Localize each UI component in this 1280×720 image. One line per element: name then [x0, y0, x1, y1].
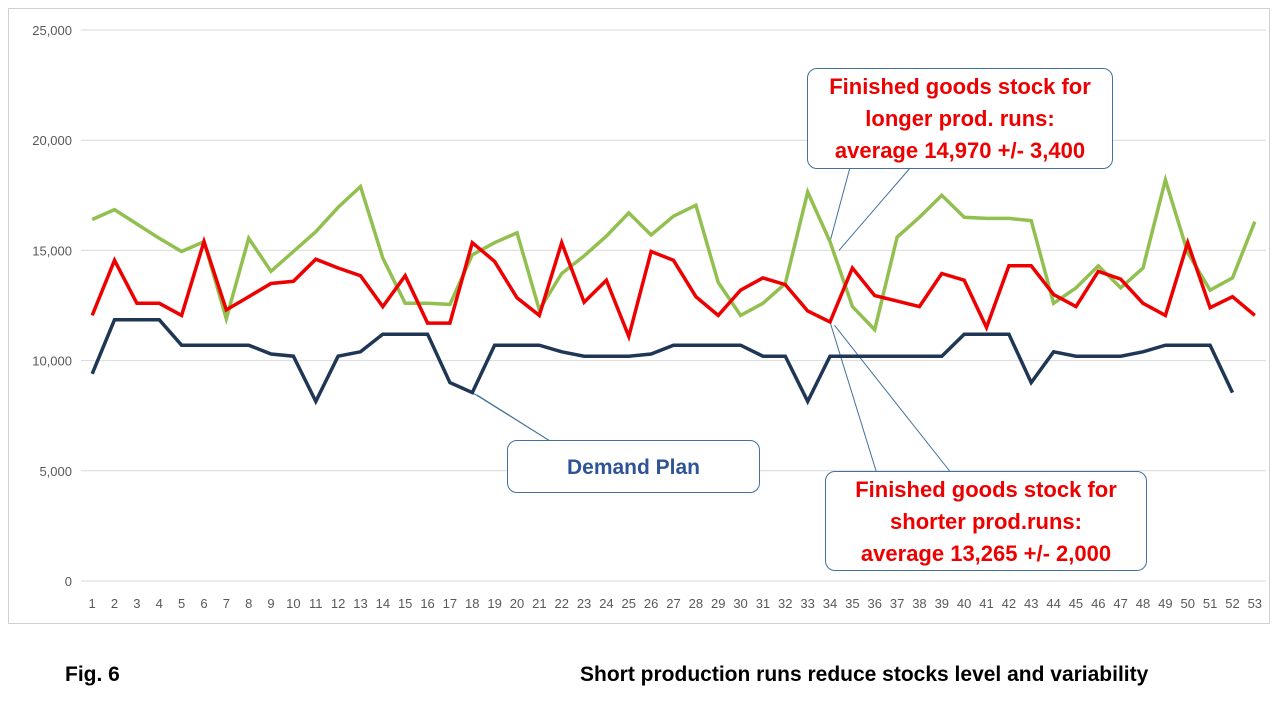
x-tick-label: 36: [867, 596, 881, 611]
x-tick-label: 35: [845, 596, 859, 611]
x-tick-label: 41: [979, 596, 993, 611]
x-tick-label: 22: [554, 596, 568, 611]
y-tick-label: 10,000: [32, 354, 72, 369]
series-line-demand: [90, 318, 1235, 406]
y-tick-label: 5,000: [39, 464, 72, 479]
x-tick-label: 9: [267, 596, 274, 611]
x-tick-label: 37: [890, 596, 904, 611]
callout-longer-line-3: average 14,970 +/- 3,400: [834, 138, 1086, 163]
y-tick-label: 15,000: [32, 243, 72, 258]
x-tick-label: 8: [245, 596, 252, 611]
x-tick-label: 3: [133, 596, 140, 611]
x-tick-label: 7: [223, 596, 230, 611]
x-tick-label: 4: [156, 596, 163, 611]
x-tick-label: 52: [1225, 596, 1239, 611]
y-tick-label: 0: [65, 574, 72, 589]
x-tick-label: 34: [823, 596, 837, 611]
x-tick-label: 25: [622, 596, 636, 611]
x-tick-label: 40: [957, 596, 971, 611]
x-tick-label: 11: [309, 596, 323, 611]
series-line-short: [90, 235, 1256, 342]
x-tick-label: 13: [353, 596, 367, 611]
x-tick-label: 17: [443, 596, 457, 611]
callout-shorter-line-2: shorter prod.runs:: [890, 509, 1082, 534]
callout-leader-line: [476, 394, 551, 442]
callout-shorter-line-1: Finished goods stock for: [855, 477, 1117, 502]
x-tick-label: 43: [1024, 596, 1038, 611]
x-tick-label: 26: [644, 596, 658, 611]
x-tick-label: 18: [465, 596, 479, 611]
x-tick-label: 53: [1248, 596, 1262, 611]
x-tick-label: 46: [1091, 596, 1105, 611]
x-tick-label: 50: [1181, 596, 1195, 611]
x-tick-label: 24: [599, 596, 613, 611]
x-tick-label: 5: [178, 596, 185, 611]
x-tick-label: 10: [286, 596, 300, 611]
x-tick-label: 44: [1046, 596, 1060, 611]
x-tick-label: 42: [1002, 596, 1016, 611]
x-tick-label: 27: [666, 596, 680, 611]
y-tick-label: 20,000: [32, 133, 72, 148]
callout-leader-line: [829, 159, 853, 242]
figure-caption: Short production runs reduce stocks leve…: [580, 663, 1149, 686]
x-tick-label: 48: [1136, 596, 1150, 611]
callout-leader-line: [838, 159, 918, 251]
x-tick-label: 19: [487, 596, 501, 611]
x-tick-label: 31: [756, 596, 770, 611]
callout-shorter-runs: Finished goods stock for shorter prod.ru…: [825, 471, 1147, 571]
callout-shorter-line-3: average 13,265 +/- 2,000: [860, 541, 1112, 566]
x-tick-label: 29: [711, 596, 725, 611]
x-tick-label: 20: [510, 596, 524, 611]
x-tick-label: 51: [1203, 596, 1217, 611]
x-tick-label: 16: [420, 596, 434, 611]
x-tick-label: 28: [689, 596, 703, 611]
callout-leader-line: [829, 321, 878, 475]
x-tick-label: 49: [1158, 596, 1172, 611]
x-tick-label: 21: [532, 596, 546, 611]
callout-longer-line-1: Finished goods stock for: [829, 74, 1091, 99]
x-tick-label: 38: [912, 596, 926, 611]
x-tick-label: 1: [89, 596, 96, 611]
x-axis-ticks: 1 2 3 4 5 6 7 8 9 10 11 12 13 14 15 16 17 18 19 20 21 22 23 24 2…: [89, 596, 1262, 611]
gridlines: [81, 29, 1266, 582]
x-tick-label: 32: [778, 596, 792, 611]
callout-demand-plan: Demand Plan: [507, 440, 760, 493]
y-tick-label: 25,000: [32, 23, 72, 38]
x-tick-label: 39: [935, 596, 949, 611]
callout-longer-line-2: longer prod. runs:: [865, 106, 1055, 131]
x-tick-label: 2: [111, 596, 118, 611]
series-line-long: [91, 173, 1257, 334]
x-tick-label: 33: [800, 596, 814, 611]
x-tick-label: 6: [200, 596, 207, 611]
x-tick-label: 30: [733, 596, 747, 611]
callout-demand-text: Demand Plan: [566, 456, 701, 479]
figure-number: Fig. 6: [65, 663, 120, 686]
x-tick-label: 14: [376, 596, 390, 611]
callout-leaders: [472, 159, 953, 475]
x-tick-label: 12: [331, 596, 345, 611]
series-lines: [90, 173, 1257, 406]
x-tick-label: 15: [398, 596, 412, 611]
y-axis-ticks: 0 5,000 10,000 15,000 20,000 25,000: [32, 23, 72, 589]
callout-leader-line: [834, 325, 953, 475]
x-tick-label: 47: [1113, 596, 1127, 611]
x-tick-label: 45: [1069, 596, 1083, 611]
callout-longer-runs: Finished goods stock for longer prod. ru…: [807, 68, 1113, 169]
x-tick-label: 23: [577, 596, 591, 611]
